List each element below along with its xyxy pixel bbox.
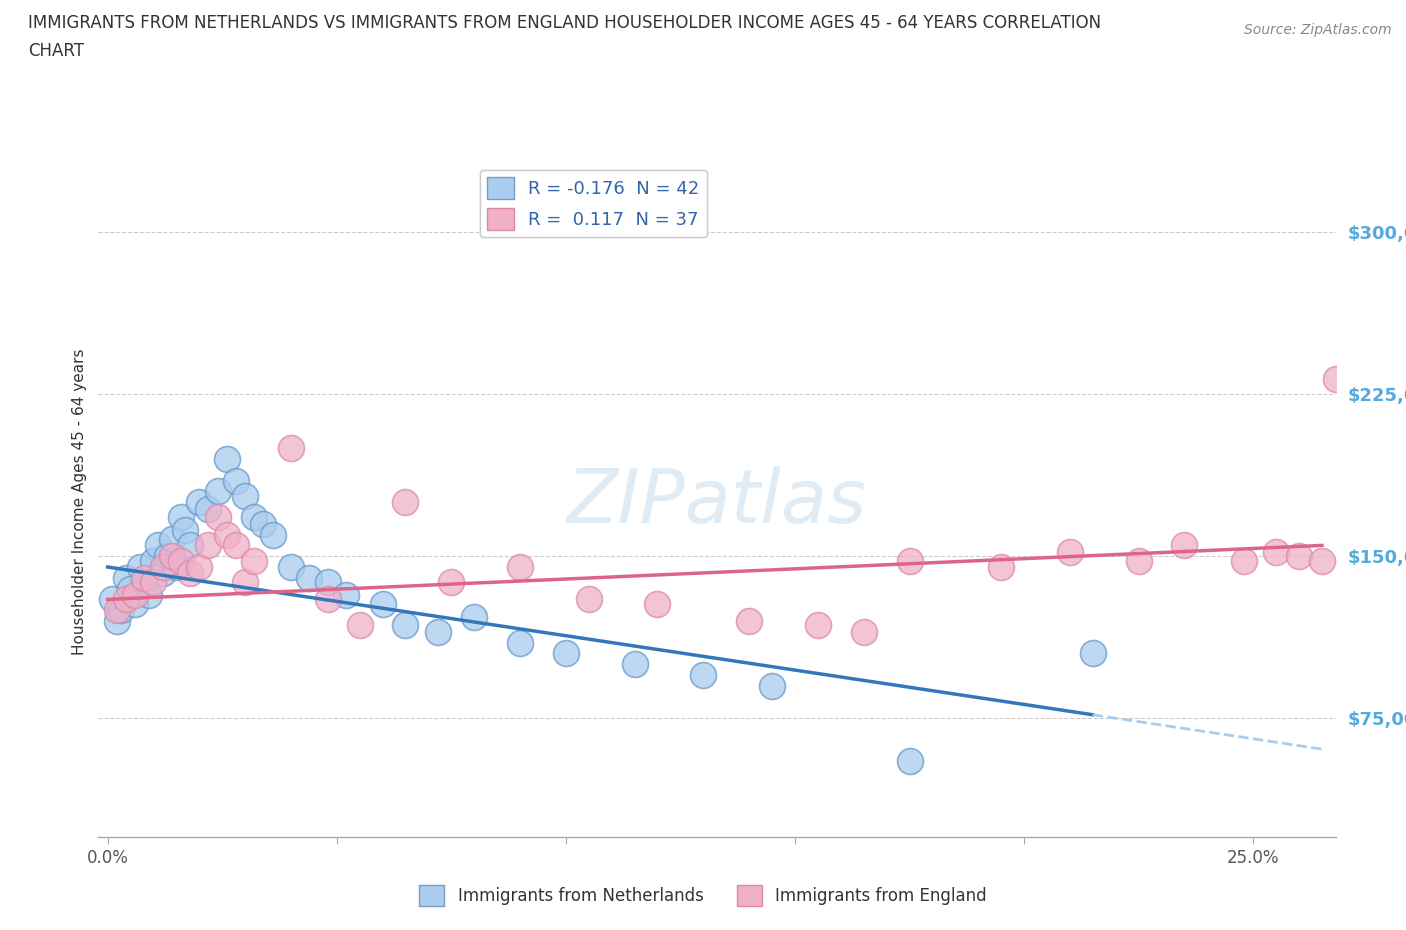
Point xyxy=(120,581,142,596)
Point xyxy=(1310,553,1333,568)
Point xyxy=(280,441,302,456)
Point xyxy=(115,570,138,585)
Point xyxy=(188,495,211,510)
Point xyxy=(207,510,229,525)
Point xyxy=(349,618,371,632)
Point xyxy=(225,538,247,552)
Point xyxy=(1059,544,1081,559)
Y-axis label: Householder Income Ages 45 - 64 years: Householder Income Ages 45 - 64 years xyxy=(72,349,87,656)
Point xyxy=(1233,553,1256,568)
Point xyxy=(1081,646,1104,661)
Point xyxy=(215,527,238,542)
Point xyxy=(179,566,201,581)
Point xyxy=(115,592,138,607)
Point xyxy=(160,531,183,546)
Point xyxy=(990,560,1012,575)
Point xyxy=(233,575,256,590)
Point xyxy=(152,560,174,575)
Point xyxy=(1324,372,1347,387)
Point xyxy=(124,596,146,611)
Point xyxy=(124,588,146,603)
Point xyxy=(110,603,132,618)
Point xyxy=(134,575,156,590)
Point xyxy=(197,538,219,552)
Point xyxy=(142,553,165,568)
Point xyxy=(152,566,174,581)
Point xyxy=(647,596,669,611)
Point xyxy=(165,560,187,575)
Point xyxy=(298,570,321,585)
Point xyxy=(105,603,128,618)
Point xyxy=(138,588,160,603)
Point xyxy=(761,678,783,693)
Point xyxy=(509,560,531,575)
Point xyxy=(335,588,357,603)
Point xyxy=(262,527,284,542)
Point xyxy=(128,560,150,575)
Point xyxy=(179,538,201,552)
Point xyxy=(1173,538,1195,552)
Point xyxy=(146,538,169,552)
Point xyxy=(807,618,830,632)
Point xyxy=(207,484,229,498)
Point xyxy=(1128,553,1150,568)
Point xyxy=(105,614,128,629)
Point xyxy=(252,516,274,531)
Point xyxy=(215,452,238,467)
Point xyxy=(142,575,165,590)
Point xyxy=(280,560,302,575)
Point xyxy=(1288,549,1310,564)
Point xyxy=(316,592,339,607)
Point xyxy=(1265,544,1288,559)
Text: ZIPatlas: ZIPatlas xyxy=(567,466,868,538)
Point xyxy=(426,624,449,639)
Point xyxy=(170,510,193,525)
Point xyxy=(134,570,156,585)
Point xyxy=(197,501,219,516)
Legend: R = -0.176  N = 42, R =  0.117  N = 37: R = -0.176 N = 42, R = 0.117 N = 37 xyxy=(479,170,707,237)
Legend: Immigrants from Netherlands, Immigrants from England: Immigrants from Netherlands, Immigrants … xyxy=(412,879,994,912)
Point xyxy=(898,754,921,769)
Point xyxy=(371,596,394,611)
Point xyxy=(394,495,416,510)
Point xyxy=(623,657,645,671)
Point xyxy=(188,560,211,575)
Point xyxy=(394,618,416,632)
Text: CHART: CHART xyxy=(28,42,84,60)
Point xyxy=(898,553,921,568)
Point xyxy=(156,549,179,564)
Point xyxy=(243,553,266,568)
Point xyxy=(440,575,463,590)
Point xyxy=(852,624,875,639)
Point xyxy=(578,592,600,607)
Point xyxy=(692,668,714,683)
Point xyxy=(554,646,576,661)
Point xyxy=(160,549,183,564)
Point xyxy=(174,523,197,538)
Point xyxy=(225,473,247,488)
Point xyxy=(463,609,485,624)
Point xyxy=(170,553,193,568)
Point xyxy=(738,614,761,629)
Point xyxy=(509,635,531,650)
Text: IMMIGRANTS FROM NETHERLANDS VS IMMIGRANTS FROM ENGLAND HOUSEHOLDER INCOME AGES 4: IMMIGRANTS FROM NETHERLANDS VS IMMIGRANT… xyxy=(28,14,1101,32)
Point xyxy=(101,592,124,607)
Point xyxy=(316,575,339,590)
Text: Source: ZipAtlas.com: Source: ZipAtlas.com xyxy=(1244,23,1392,37)
Point xyxy=(233,488,256,503)
Point xyxy=(243,510,266,525)
